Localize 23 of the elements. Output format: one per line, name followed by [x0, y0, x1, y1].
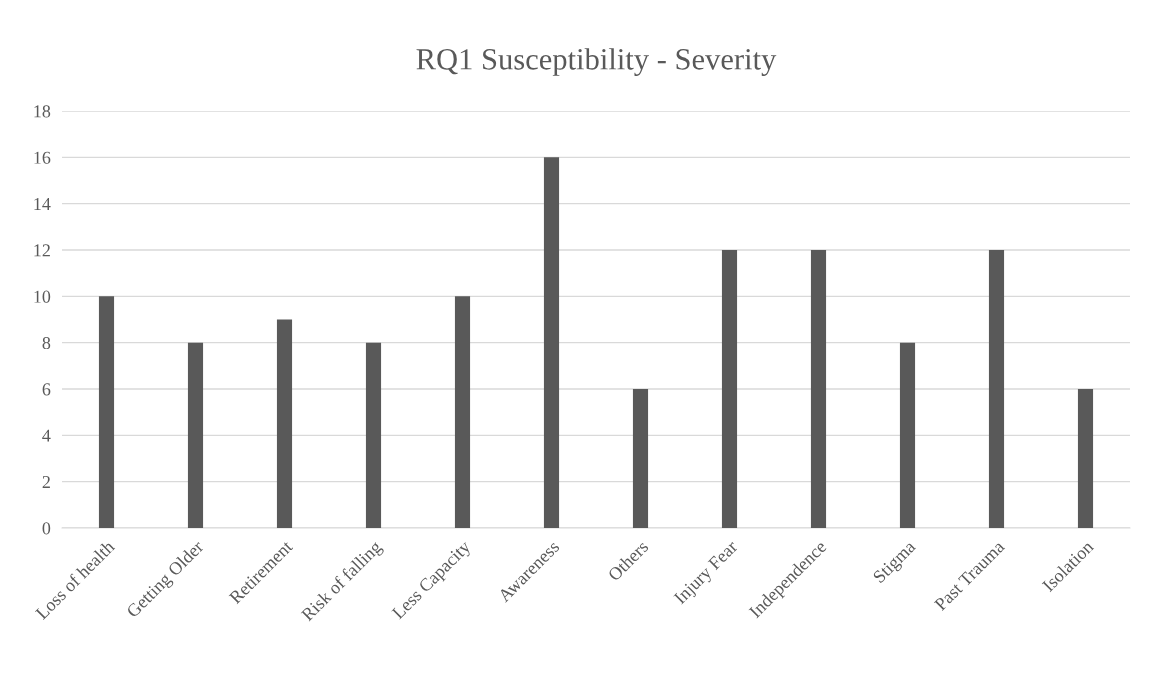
bar — [276, 319, 293, 528]
bar — [187, 342, 204, 528]
y-tick-label: 10 — [34, 290, 51, 303]
bar — [454, 296, 471, 528]
bar — [98, 296, 115, 528]
bar — [632, 389, 649, 528]
y-tick-label: 2 — [42, 475, 50, 488]
bar — [543, 157, 560, 528]
bar — [721, 250, 738, 528]
y-tick-label: 14 — [34, 198, 51, 210]
bar — [365, 342, 382, 528]
bar — [899, 342, 916, 528]
bar — [988, 250, 1005, 528]
bar — [1077, 389, 1094, 528]
y-tick-label: 0 — [42, 522, 51, 535]
y-tick-label: 8 — [42, 336, 51, 350]
y-tick-label: 4 — [42, 429, 51, 442]
bar — [810, 250, 827, 528]
y-tick-label: 12 — [34, 244, 50, 257]
chart-title: RQ1 Susceptibility - Severity — [416, 48, 777, 76]
y-tick-label: 16 — [34, 151, 51, 164]
y-tick-label: 6 — [42, 383, 51, 396]
y-tick-label: 18 — [34, 105, 51, 118]
